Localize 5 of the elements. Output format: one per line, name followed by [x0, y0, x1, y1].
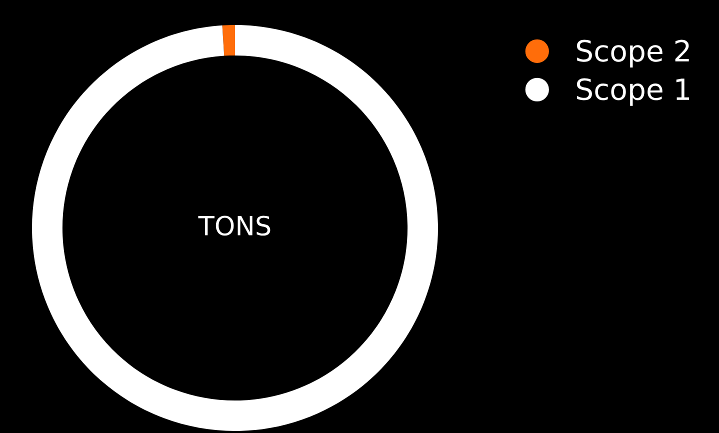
donut-slice [32, 25, 438, 431]
text: TONS [198, 216, 270, 236]
legend-label: Scope 2 [576, 40, 689, 68]
donut-slice [222, 25, 235, 56]
legend-label: Scope 1 [576, 78, 690, 106]
